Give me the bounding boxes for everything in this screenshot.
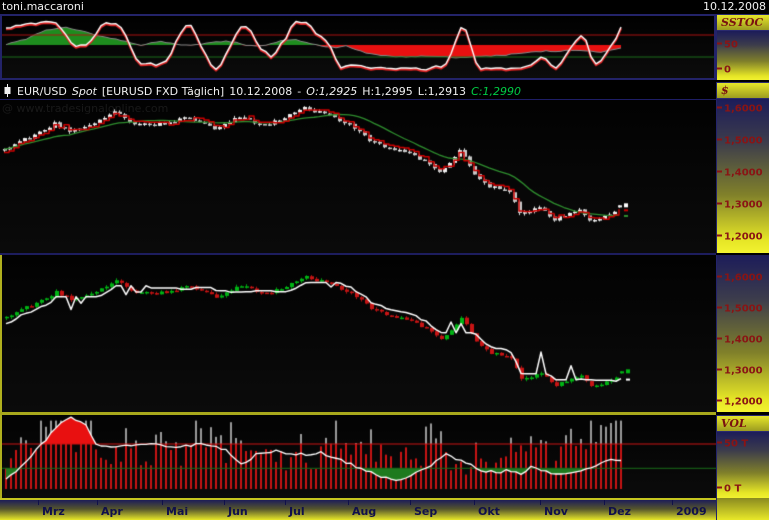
month-tick [38,500,39,505]
month-label: Mai [166,505,189,518]
month-tick [604,500,605,505]
month-label: Nov [544,505,568,518]
title-date-label: 10.12.2008 [229,85,293,98]
price-tick-label: 1,2000 [717,232,763,243]
candlestick-icon [3,84,12,97]
price-scale-header: $ [717,82,769,99]
symbol-label: EUR/USD [17,85,67,98]
close-value: C:1,2990 [471,85,521,98]
price-tick-label: 1,3000 [717,200,763,211]
current-date-label: 10.12.2008 [703,0,766,13]
month-label: Sep [414,505,438,518]
instrument-bracket-label: [EURUSD FXD Täglich] [101,85,225,98]
volume-tick-label: 0 T [717,484,741,495]
price2-tick-label: 1,3000 [717,366,763,377]
axis-corner [716,498,769,520]
price-tick-label: 1,4000 [717,168,763,179]
main-price-panel: @ www.tradesignalonline.com [0,100,716,253]
price-scale-2[interactable]: 1,6000 1,5000 1,4000 1,3000 1,2000 [716,255,769,412]
secondary-price-panel [0,255,716,412]
month-label: Jul [289,505,305,518]
month-label: Aug [352,505,377,518]
volume-scale[interactable]: VOL 50 T 0 T [716,415,769,498]
panel-separator-yellow [0,412,716,415]
username-label: toni.maccaroni [2,0,84,13]
volume-panel [0,415,716,498]
window-header: toni.maccaroni 10.12.2008 [0,0,769,14]
month-tick [224,500,225,505]
instrument-type-label: Spot [71,85,97,98]
month-tick [348,500,349,505]
chart-title-bar: EUR/USD Spot [EURUSD FXD Täglich] 10.12.200… [0,82,716,101]
sstoc-tick-label: 50 [717,40,738,51]
sstoc-chart-canvas[interactable] [2,16,714,78]
sstoc-scale-header: SSTOC [717,14,769,31]
month-label: Okt [478,505,500,518]
sstoc-panel [0,14,716,80]
price-tick-label: 1,5000 [717,136,763,147]
price2-tick-label: 1,5000 [717,304,763,315]
price2-tick-label: 1,6000 [717,273,763,284]
month-tick [162,500,163,505]
sstoc-tick-label: 0 [717,65,731,76]
price2-tick-label: 1,4000 [717,335,763,346]
secondary-price-chart-canvas[interactable] [2,255,716,412]
month-label: Jun [228,505,248,518]
month-tick [97,500,98,505]
month-tick [672,500,673,505]
month-tick [540,500,541,505]
month-label: Dez [608,505,631,518]
scale-column: SSTOC 50 0 $ 1,6000 1,5000 1,4000 1,3000 1,20… [716,14,769,520]
title-dash: - [297,85,302,98]
month-tick [410,500,411,505]
high-value: H:1,2995 [362,85,413,98]
price-tick-label: 1,6000 [717,104,763,115]
low-value: L:1,2913 [417,85,467,98]
sstoc-scale[interactable]: SSTOC 50 0 [716,14,769,80]
month-label: 2009 [676,505,707,518]
price2-tick-label: 1,2000 [717,397,763,408]
volume-scale-header: VOL [717,415,769,432]
volume-chart-canvas[interactable] [2,415,716,498]
main-price-chart-canvas[interactable] [0,100,716,253]
month-label: Mrz [42,505,65,518]
month-tick [474,500,475,505]
panel-separator [0,253,716,255]
open-value: O:1,2925 [306,85,358,98]
price-scale[interactable]: $ 1,6000 1,5000 1,4000 1,3000 1,2000 [716,82,769,253]
time-axis[interactable]: Mrz Apr Mai Jun Jul Aug Sep Okt Nov Dez 2009 [0,498,769,520]
volume-tick-label: 50 T [717,439,748,450]
month-tick [285,500,286,505]
month-label: Apr [101,505,123,518]
